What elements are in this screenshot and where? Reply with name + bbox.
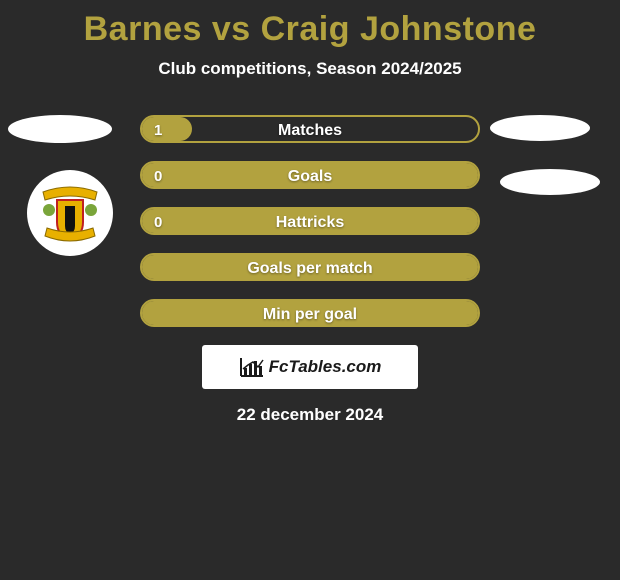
player-right-ellipse-1 xyxy=(490,115,590,141)
stat-label: Goals xyxy=(142,163,478,191)
date-label: 22 december 2024 xyxy=(0,405,620,425)
infographic-container: Barnes vs Craig Johnstone Club competiti… xyxy=(0,0,620,580)
club-crest-icon xyxy=(35,178,105,248)
stat-label: Min per goal xyxy=(142,301,478,329)
attribution-text: FcTables.com xyxy=(269,357,382,377)
page-title: Barnes vs Craig Johnstone xyxy=(0,0,620,49)
stat-label: Goals per match xyxy=(142,255,478,283)
stat-bar: Goals per match xyxy=(140,253,480,281)
stat-label: Hattricks xyxy=(142,209,478,237)
player-left-ellipse xyxy=(8,115,112,143)
stat-bar: Min per goal xyxy=(140,299,480,327)
subtitle: Club competitions, Season 2024/2025 xyxy=(0,59,620,79)
stat-bar: 1Matches xyxy=(140,115,480,143)
stat-bar: 0Goals xyxy=(140,161,480,189)
bar-chart-icon xyxy=(239,356,265,378)
player-right-ellipse-2 xyxy=(500,169,600,195)
attribution-box: FcTables.com xyxy=(202,345,418,389)
stat-label: Matches xyxy=(142,117,478,145)
club-badge-left xyxy=(27,170,113,256)
stats-area: 1Matches 0Goals 0Hattricks Goals per match M… xyxy=(0,115,620,327)
stat-bar: 0Hattricks xyxy=(140,207,480,235)
